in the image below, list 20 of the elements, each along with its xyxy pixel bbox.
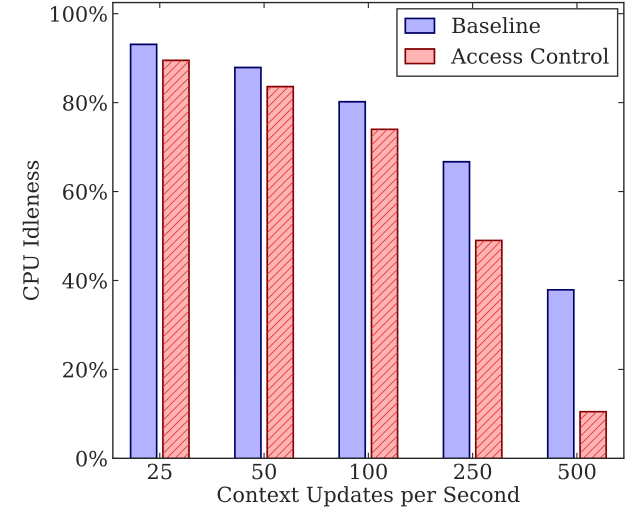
y-tick-label: 40% — [62, 272, 107, 289]
y-tick-label: 60% — [63, 184, 107, 200]
x-axis-title: Context Updates per Second — [218, 486, 520, 506]
y-tick-label: 80% — [63, 95, 107, 111]
bar — [546, 288, 575, 458]
y-tick-label: 20% — [63, 362, 107, 378]
bar — [234, 66, 262, 458]
bar — [442, 160, 470, 458]
y-tick-label: 0% — [76, 450, 107, 467]
x-tick-label: 50 — [252, 464, 276, 480]
y-axis-title: CPU Idleness — [22, 160, 39, 300]
legend-label: Baseline — [452, 17, 540, 34]
y-tick-label: 100% — [50, 6, 107, 22]
x-tick-label: 500 — [558, 464, 596, 480]
x-tick-label: 25 — [148, 464, 172, 480]
x-tick-label: 100 — [351, 464, 387, 480]
bar — [130, 44, 158, 458]
legend-label: Access Control — [451, 48, 609, 64]
x-tick-label: 250 — [454, 464, 492, 480]
bar — [338, 100, 366, 458]
